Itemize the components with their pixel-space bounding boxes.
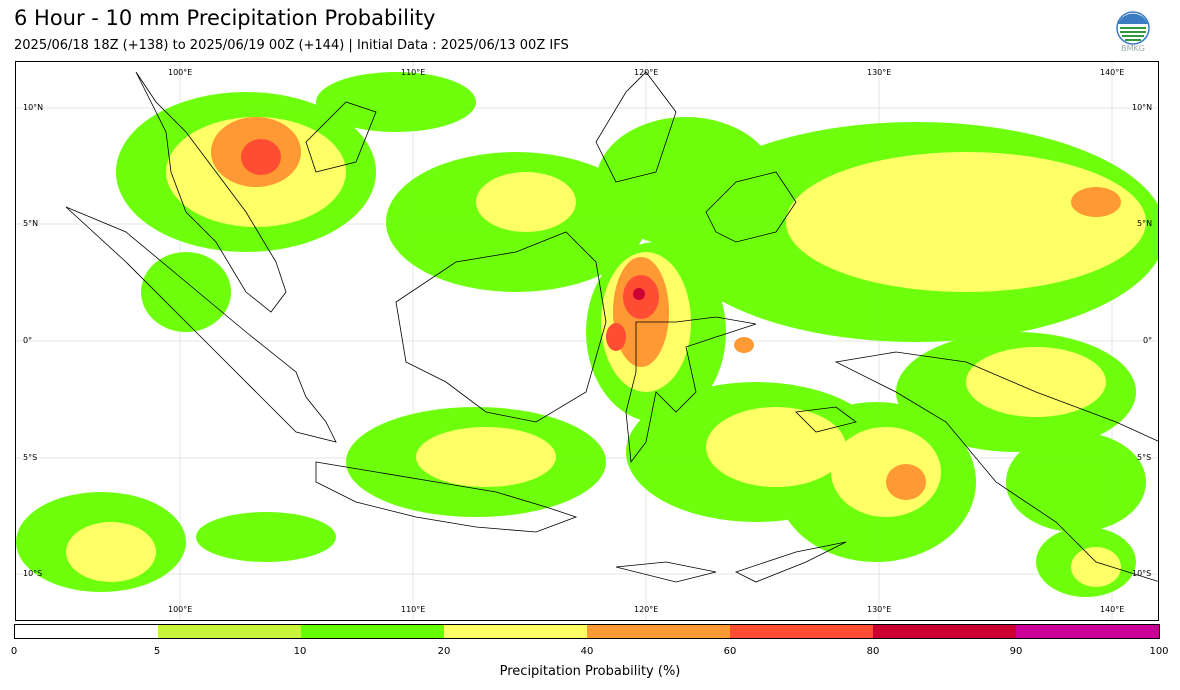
colorbar-segment — [444, 625, 587, 638]
colorbar-tick: 20 — [437, 646, 451, 657]
colorbar-tick: 90 — [1009, 646, 1023, 657]
lon-label-top: 130°E — [867, 68, 892, 77]
precip-60-80-area — [241, 139, 659, 351]
colorbar-tick: 0 — [10, 646, 18, 657]
page-subtitle: 2025/06/18 18Z (+138) to 2025/06/19 00Z … — [14, 38, 569, 53]
bmkg-logo-icon — [1116, 11, 1150, 45]
colorbar-tick: 10 — [293, 646, 307, 657]
lon-label-bottom: 100°E — [168, 605, 193, 614]
lon-label-bottom: 140°E — [1100, 605, 1125, 614]
coastlines — [65, 71, 1158, 583]
precip-80-90-area — [633, 288, 645, 300]
colorbar-tick: 100 — [1149, 646, 1169, 657]
colorbar-label: Precipitation Probability (%) — [499, 664, 681, 679]
page-title: 6 Hour - 10 mm Precipitation Probability — [14, 6, 436, 30]
colorbar-segment — [1016, 625, 1159, 638]
lon-label-bottom: 120°E — [634, 605, 659, 614]
colorbar-segment — [873, 625, 1016, 638]
colorbar — [14, 624, 1160, 639]
lon-label-bottom: 130°E — [867, 605, 892, 614]
colorbar-tick: 40 — [580, 646, 594, 657]
lon-label-top: 120°E — [634, 68, 659, 77]
lat-label-left: 5°N — [23, 219, 39, 228]
lat-label-right: 5°N — [1137, 219, 1153, 228]
lon-label-top: 100°E — [168, 68, 193, 77]
map-canvas — [16, 62, 1158, 620]
lat-label-right: 5°S — [1137, 453, 1152, 462]
lat-label-left: 0° — [23, 336, 33, 345]
logo-text: BMKG — [1121, 44, 1145, 53]
lat-label-left: 10°N — [23, 103, 44, 112]
lat-label-right: 10°N — [1132, 103, 1153, 112]
colorbar-tick: 5 — [153, 646, 161, 657]
lat-label-left: 5°S — [23, 453, 38, 462]
lat-label-left: 10°S — [23, 569, 43, 578]
lon-label-bottom: 110°E — [401, 605, 426, 614]
colorbar-tick: 80 — [866, 646, 880, 657]
colorbar-segment — [15, 625, 158, 638]
precipitation-map: 100°E 110°E 120°E 130°E 140°E 100°E 110°… — [15, 61, 1159, 621]
colorbar-segment — [730, 625, 873, 638]
colorbar-segment — [301, 625, 444, 638]
colorbar-segment — [158, 625, 301, 638]
lon-label-top: 110°E — [401, 68, 426, 77]
lon-label-top: 140°E — [1100, 68, 1125, 77]
lat-label-right: 10°S — [1132, 569, 1152, 578]
colorbar-segment — [587, 625, 730, 638]
colorbar-tick: 60 — [723, 646, 737, 657]
lat-label-right: 0° — [1143, 336, 1153, 345]
